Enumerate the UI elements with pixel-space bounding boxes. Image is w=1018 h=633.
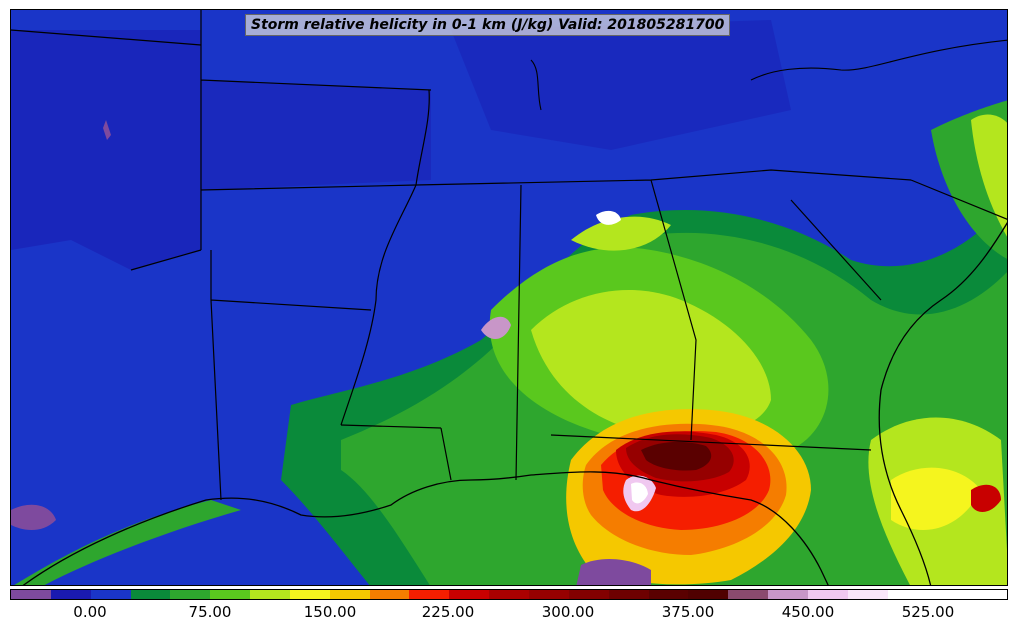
helicity-map (10, 9, 1008, 586)
colorbar-segment (568, 590, 609, 599)
colorbar-tick-label: 150.00 (303, 603, 357, 621)
purple-patch-1 (481, 316, 511, 340)
colorbar-segment (90, 590, 131, 599)
florida-yellow-core (891, 467, 981, 530)
colorbar-segment (11, 590, 51, 599)
storm-core (641, 441, 712, 471)
map-title: Storm relative helicity in 0-1 km (J/kg)… (245, 14, 731, 36)
colorbar-segment (329, 590, 370, 599)
coastal-green-strip (14, 500, 241, 585)
north-low-region (451, 20, 791, 150)
colorbar-segment (648, 590, 689, 599)
west-low-region (11, 30, 201, 270)
yellow-green-core (531, 290, 771, 437)
colorbar (10, 589, 1008, 600)
colorbar-segment (170, 590, 211, 599)
central-low-region (201, 80, 431, 190)
colorbar-tick-label: 300.00 (541, 603, 595, 621)
colorbar-segment (728, 590, 769, 599)
state-borders (11, 10, 1007, 501)
colorbar-segment (130, 590, 171, 599)
white-patch-1 (596, 210, 621, 225)
colorbar-segment (50, 590, 91, 599)
mississippi-river (340, 89, 430, 426)
colorbar-tick-label: 225.00 (421, 603, 475, 621)
colorbar-tick-label: 375.00 (661, 603, 715, 621)
colorbar-segment (449, 590, 490, 599)
colorbar-segment (369, 590, 410, 599)
map-svg (11, 10, 1007, 585)
colorbar-segment (967, 590, 1008, 599)
colorbar-segment (768, 590, 808, 599)
great-lakes-shore (530, 39, 1007, 111)
purple-patch-sw (11, 504, 56, 530)
colorbar-segment (528, 590, 569, 599)
colorbar-segment (688, 590, 729, 599)
colorbar-tick-label: 0.00 (73, 603, 107, 621)
colorbar-segment (807, 590, 848, 599)
colorbar-segment (489, 590, 529, 599)
colorbar-tick-label: 525.00 (901, 603, 955, 621)
colorbar-segment (927, 590, 968, 599)
red-patch-east (971, 484, 1001, 512)
north-yellow-patch (571, 216, 671, 251)
east-coast-yellow (971, 114, 1007, 237)
purple-patch-west (103, 120, 111, 140)
colorbar-segment (210, 590, 251, 599)
atlantic-coastline (878, 222, 1007, 585)
colorbar-segment (887, 590, 928, 599)
purple-patch-south (576, 559, 651, 585)
colorbar-segment (608, 590, 649, 599)
colorbar-tick-label: 75.00 (188, 603, 232, 621)
colorbar-segment (409, 590, 450, 599)
gulf-coastline (22, 471, 829, 585)
colorbar-segment (847, 590, 888, 599)
storm-white-eye (631, 482, 648, 504)
colorbar-segment (250, 590, 290, 599)
colorbar-tick-label: 450.00 (781, 603, 835, 621)
colorbar-segment (289, 590, 330, 599)
